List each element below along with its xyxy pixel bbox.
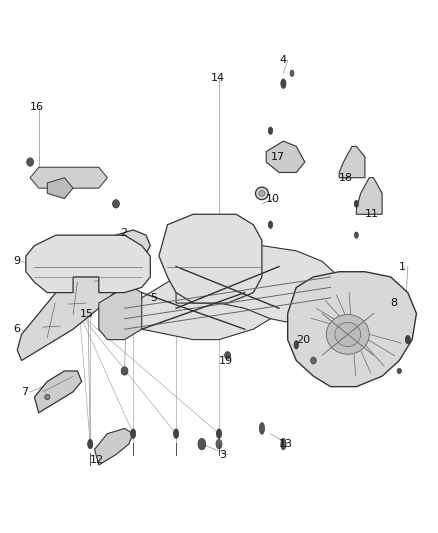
Ellipse shape (259, 423, 265, 434)
Ellipse shape (255, 187, 268, 200)
Polygon shape (266, 141, 305, 173)
Text: 17: 17 (271, 152, 285, 162)
Polygon shape (47, 177, 73, 199)
Ellipse shape (354, 200, 358, 207)
Polygon shape (26, 235, 150, 293)
Polygon shape (17, 230, 150, 360)
Ellipse shape (281, 79, 286, 88)
Text: 4: 4 (279, 55, 286, 65)
Ellipse shape (225, 352, 230, 359)
Polygon shape (30, 167, 107, 188)
Text: 13: 13 (279, 439, 293, 449)
Ellipse shape (121, 367, 128, 375)
Ellipse shape (294, 341, 298, 349)
Ellipse shape (335, 322, 360, 346)
Text: 10: 10 (266, 193, 280, 204)
Ellipse shape (259, 190, 265, 196)
Ellipse shape (397, 368, 401, 374)
Text: 2: 2 (120, 228, 127, 238)
Text: 18: 18 (339, 173, 353, 183)
Polygon shape (357, 177, 382, 214)
Ellipse shape (405, 335, 410, 344)
Ellipse shape (27, 158, 34, 166)
Text: 14: 14 (210, 74, 225, 84)
Polygon shape (288, 272, 417, 386)
Polygon shape (159, 214, 262, 303)
Ellipse shape (131, 429, 136, 438)
Text: 16: 16 (30, 102, 44, 112)
Text: 1: 1 (399, 262, 406, 271)
Ellipse shape (113, 200, 120, 208)
Text: 12: 12 (90, 455, 104, 465)
Text: 15: 15 (79, 309, 93, 319)
Text: 20: 20 (296, 335, 311, 345)
Ellipse shape (173, 429, 179, 438)
Ellipse shape (354, 232, 358, 238)
Text: 3: 3 (219, 449, 226, 459)
Ellipse shape (45, 394, 50, 400)
Polygon shape (95, 429, 133, 465)
Text: 7: 7 (21, 387, 28, 397)
Ellipse shape (281, 438, 286, 450)
Ellipse shape (216, 429, 222, 438)
Text: 6: 6 (13, 324, 20, 334)
Ellipse shape (290, 70, 294, 76)
Polygon shape (99, 261, 271, 340)
Ellipse shape (88, 439, 93, 449)
Text: 5: 5 (150, 293, 157, 303)
Text: 19: 19 (219, 356, 233, 366)
Ellipse shape (311, 357, 316, 364)
Polygon shape (339, 147, 365, 177)
Polygon shape (99, 287, 142, 340)
Ellipse shape (216, 439, 222, 449)
Ellipse shape (198, 438, 206, 450)
Text: 8: 8 (391, 298, 398, 308)
Polygon shape (35, 371, 81, 413)
Ellipse shape (268, 221, 272, 228)
Polygon shape (176, 246, 348, 324)
Ellipse shape (268, 127, 272, 134)
Ellipse shape (326, 314, 369, 354)
Text: 9: 9 (13, 256, 20, 266)
Text: 11: 11 (365, 209, 379, 219)
